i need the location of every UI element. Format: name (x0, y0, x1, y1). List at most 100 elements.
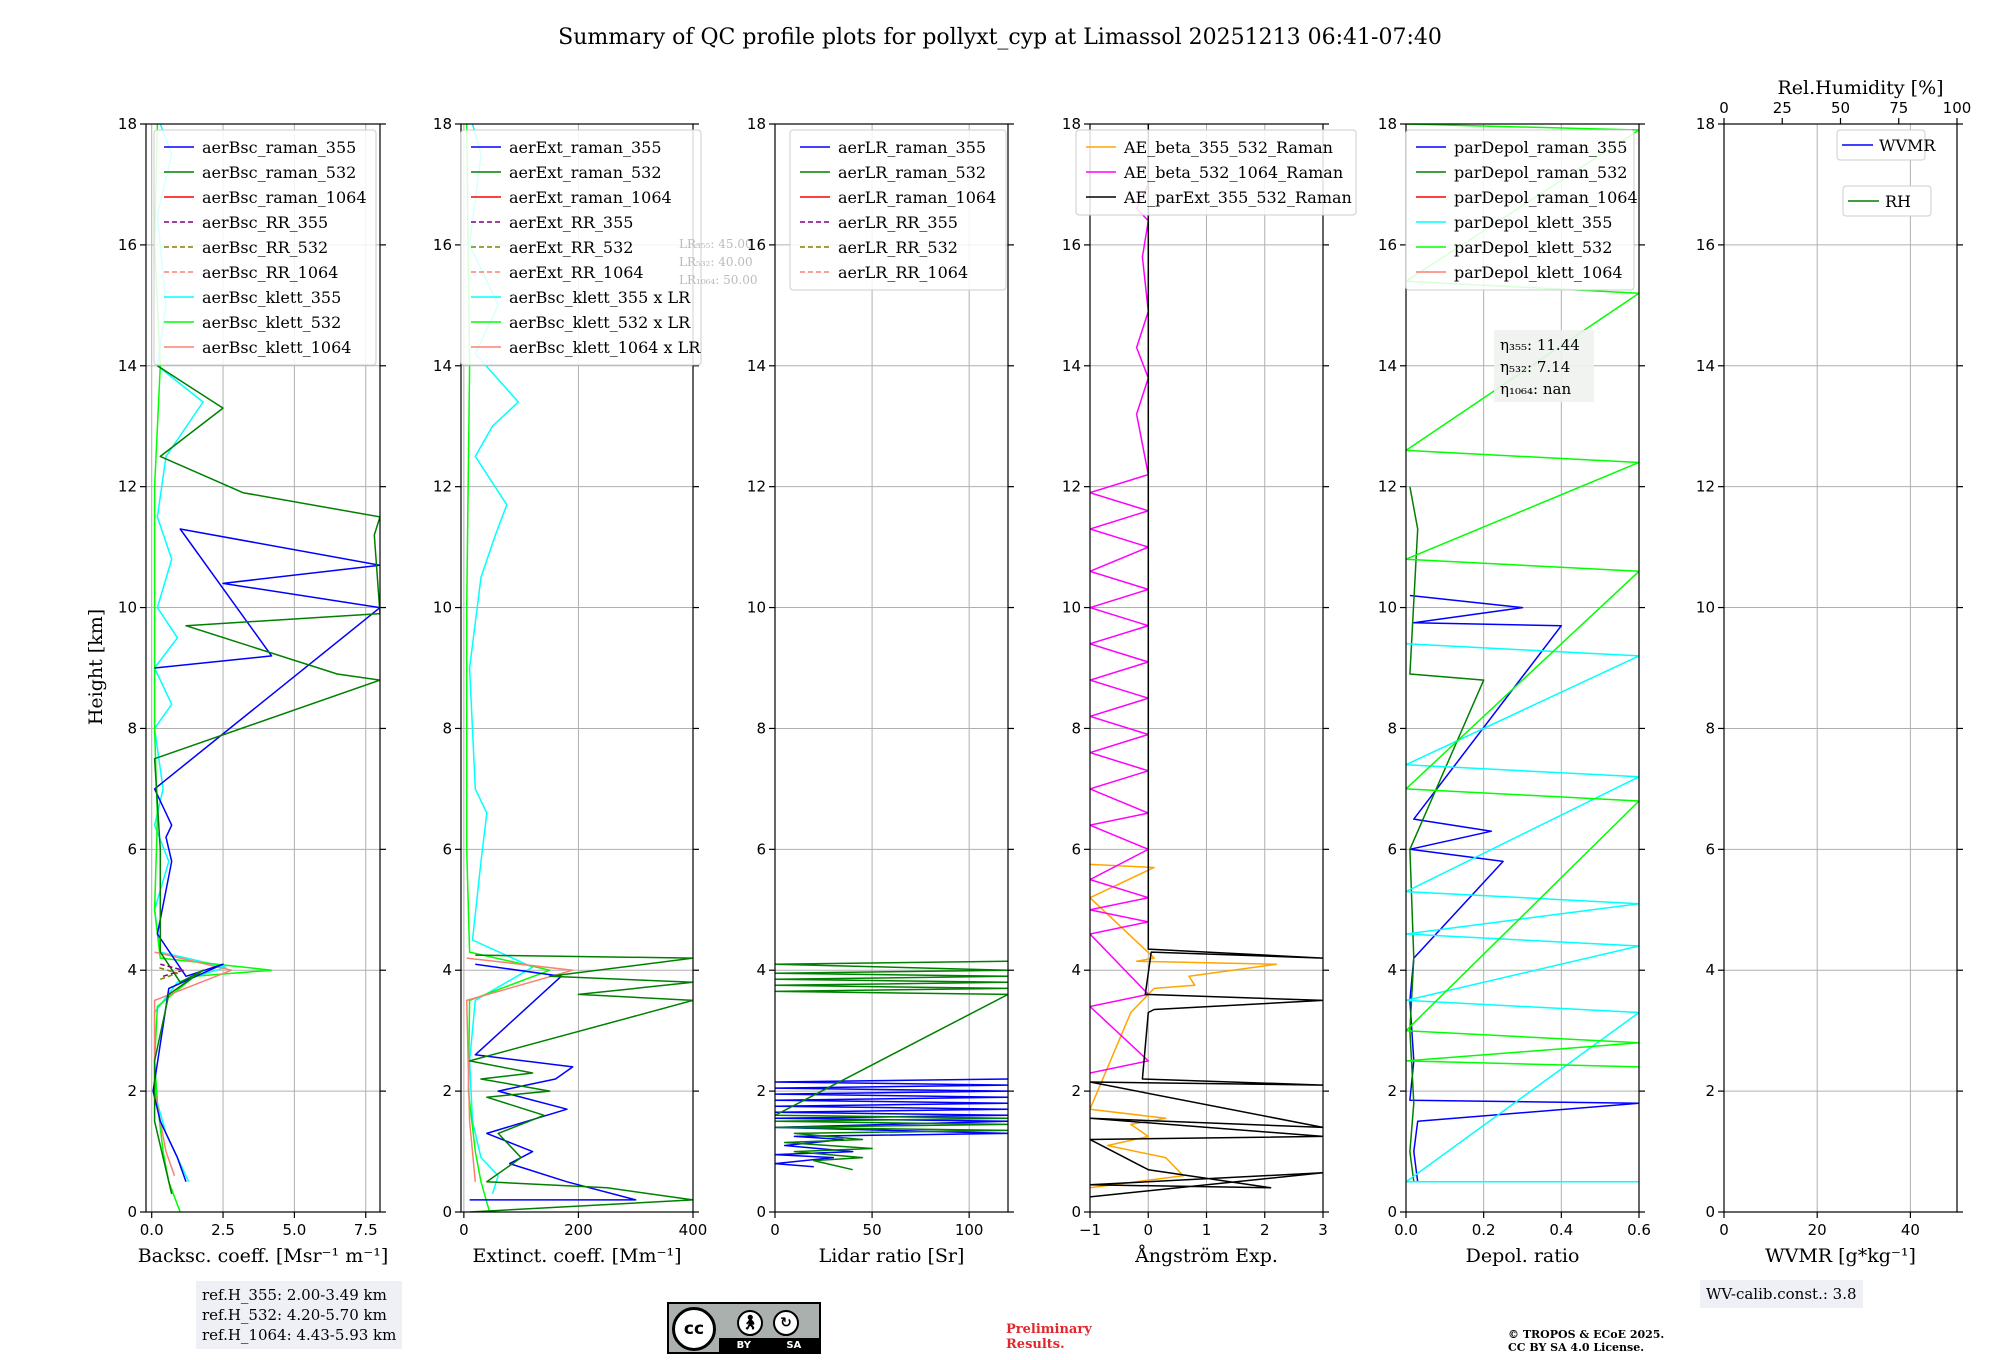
legend-box (460, 129, 702, 366)
series-AE_beta_532_1064_Raman (1090, 184, 1150, 1074)
legend-label: aerExt_raman_532 (509, 163, 662, 182)
y-tick-label: 10 (1378, 599, 1397, 617)
x-tick-label: 0.6 (1627, 1221, 1651, 1239)
eta-box (1494, 330, 1594, 402)
legend-label: aerBsc_raman_355 (202, 138, 356, 157)
y-tick-label: 6 (127, 840, 137, 858)
x-tick-label: −1 (1079, 1221, 1101, 1239)
ref-height-532: ref.H_532: 4.20-5.70 km (202, 1306, 387, 1324)
legend: WVMR RH (1836, 129, 1936, 217)
top-x-tick-label: 75 (1889, 99, 1908, 117)
panel-lidar_ratio: 0 2 4 6 8 10 12 14 16 18 0 50 100 Lidar ratio [Sr] aer… (747, 115, 1014, 1267)
series-group (152, 124, 380, 1212)
legend-label: parDepol_klett_355 (1454, 213, 1612, 232)
x-tick-label: 0.2 (1472, 1221, 1496, 1239)
y-tick-label: 4 (1071, 961, 1081, 979)
legend: AE_beta_355_532_Raman AE_beta_532_1064_Ra… (1075, 129, 1357, 216)
lr-note: LR₅₃₂: 40.00 (679, 255, 753, 269)
series-group (1406, 124, 1639, 1183)
y-tick-label: 2 (1387, 1082, 1397, 1100)
y-tick-label: 8 (127, 719, 137, 737)
share-alike-icon: ↻ (773, 1310, 799, 1336)
x-tick-label: 3 (1318, 1221, 1328, 1239)
series-aerBsc_raman_532 (153, 365, 380, 1195)
legend-label: parDepol_raman_1064 (1454, 188, 1638, 207)
attribution-person-icon: 🚶︎ (737, 1310, 763, 1336)
y-tick-label: 4 (442, 961, 452, 979)
legend-label: aerBsc_raman_1064 (202, 188, 367, 207)
x-tick-label: 400 (679, 1221, 708, 1239)
legend-label: aerLR_RR_532 (838, 238, 958, 257)
y-tick-label: 14 (1378, 357, 1397, 375)
x-tick-label: 2 (1260, 1221, 1270, 1239)
y-tick-label: 0 (1705, 1203, 1715, 1221)
ref-height-1064: ref.H_1064: 4.43-5.93 km (202, 1326, 397, 1344)
top-x-tick-label: 50 (1831, 99, 1850, 117)
top-x-tick-label: 25 (1773, 99, 1792, 117)
series-parDepol_raman_532 (1409, 486, 1485, 1182)
y-tick-label: 16 (747, 236, 766, 254)
legend-box (1836, 129, 1926, 161)
series-aerExt_raman_355 (469, 963, 637, 1201)
reference-heights-box: ref.H_355: 2.00-3.49 km ref.H_532: 4.20-… (196, 1281, 403, 1349)
x-tick-label: 50 (863, 1221, 882, 1239)
y-tick-label: 18 (1378, 115, 1397, 133)
series-aerBsc_klett_1064 (153, 951, 233, 1176)
top-axis-label: Rel.Humidity [%] (1777, 77, 1943, 99)
y-tick-label: 12 (1378, 478, 1397, 496)
legend-label: RH (1885, 192, 1911, 211)
y-tick-label: 8 (756, 719, 766, 737)
series-aerLR_raman_355 (775, 1078, 1008, 1168)
series-aerBsc_RR_355 (160, 963, 184, 978)
series-aerBsc_klett_532 x LR (465, 124, 551, 1212)
cc-license-badge: cc 🚶︎ ↻ BY SA (667, 1302, 821, 1354)
gridlines (1089, 123, 1324, 1213)
axes-frame (1405, 123, 1640, 1213)
eta-note: η₁₀₆₄: nan (1500, 380, 1571, 398)
axes-frame (145, 123, 381, 1213)
y-tick-label: 6 (1705, 840, 1715, 858)
legend-label: WVMR (1879, 136, 1936, 155)
x-tick-label: 7.5 (354, 1221, 378, 1239)
legend-label: aerBsc_klett_1064 x LR (509, 338, 701, 357)
axes-frame (774, 123, 1009, 1213)
copyright-line-2: CC BY SA 4.0 License. (1508, 1341, 1645, 1354)
wv-calibration-constant: WV-calib.const.: 3.8 (1706, 1285, 1857, 1303)
y-tick-label: 18 (1696, 115, 1715, 133)
preliminary-results-note: Preliminary Results. (1006, 1322, 1092, 1352)
legend-label: aerExt_RR_532 (509, 238, 633, 257)
legend-label: aerExt_raman_355 (509, 138, 662, 157)
y-tick-label: 2 (442, 1082, 452, 1100)
wv-calibration-box: WV-calib.const.: 3.8 (1700, 1280, 1863, 1308)
x-axis-label: Extinct. coeff. [Mm⁻¹] (472, 1245, 681, 1267)
cc-license-strip: BY SA (719, 1338, 819, 1352)
y-tick-label: 14 (747, 357, 766, 375)
preliminary-line-1: Preliminary (1006, 1322, 1092, 1337)
x-axis-label: Backsc. coeff. [Msr⁻¹ m⁻¹] (138, 1245, 389, 1267)
legend-label: AE_beta_532_1064_Raman (1123, 163, 1343, 182)
y-tick-label: 0 (756, 1203, 766, 1221)
y-tick-label: 0 (442, 1203, 452, 1221)
legend-label: AE_parExt_355_532_Raman (1123, 188, 1352, 207)
legend: aerBsc_raman_355 aerBsc_raman_532 aerBsc_r… (153, 129, 377, 366)
cc-by-label: BY (736, 1339, 751, 1351)
legend: aerLR_raman_355 aerLR_raman_532 aerLR_rama… (789, 129, 1007, 291)
legend-label: aerBsc_RR_1064 (202, 263, 338, 282)
cc-sa-label: SA (786, 1339, 802, 1351)
legend-label: aerLR_raman_355 (838, 138, 986, 157)
y-tick-label: 12 (1062, 478, 1081, 496)
legend-label: aerBsc_klett_1064 (202, 338, 351, 357)
y-tick-label: 16 (1696, 236, 1715, 254)
y-tick-label: 14 (1062, 357, 1081, 375)
y-tick-label: 8 (1071, 719, 1081, 737)
legend-label: aerLR_RR_355 (838, 213, 958, 232)
ref-height-355: ref.H_355: 2.00-3.49 km (202, 1286, 387, 1304)
y-tick-label: 12 (433, 478, 452, 496)
y-tick-label: 16 (1378, 236, 1397, 254)
legend-label: aerBsc_RR_355 (202, 213, 328, 232)
y-tick-label: 10 (433, 599, 452, 617)
x-tick-label: 0.0 (140, 1221, 164, 1239)
